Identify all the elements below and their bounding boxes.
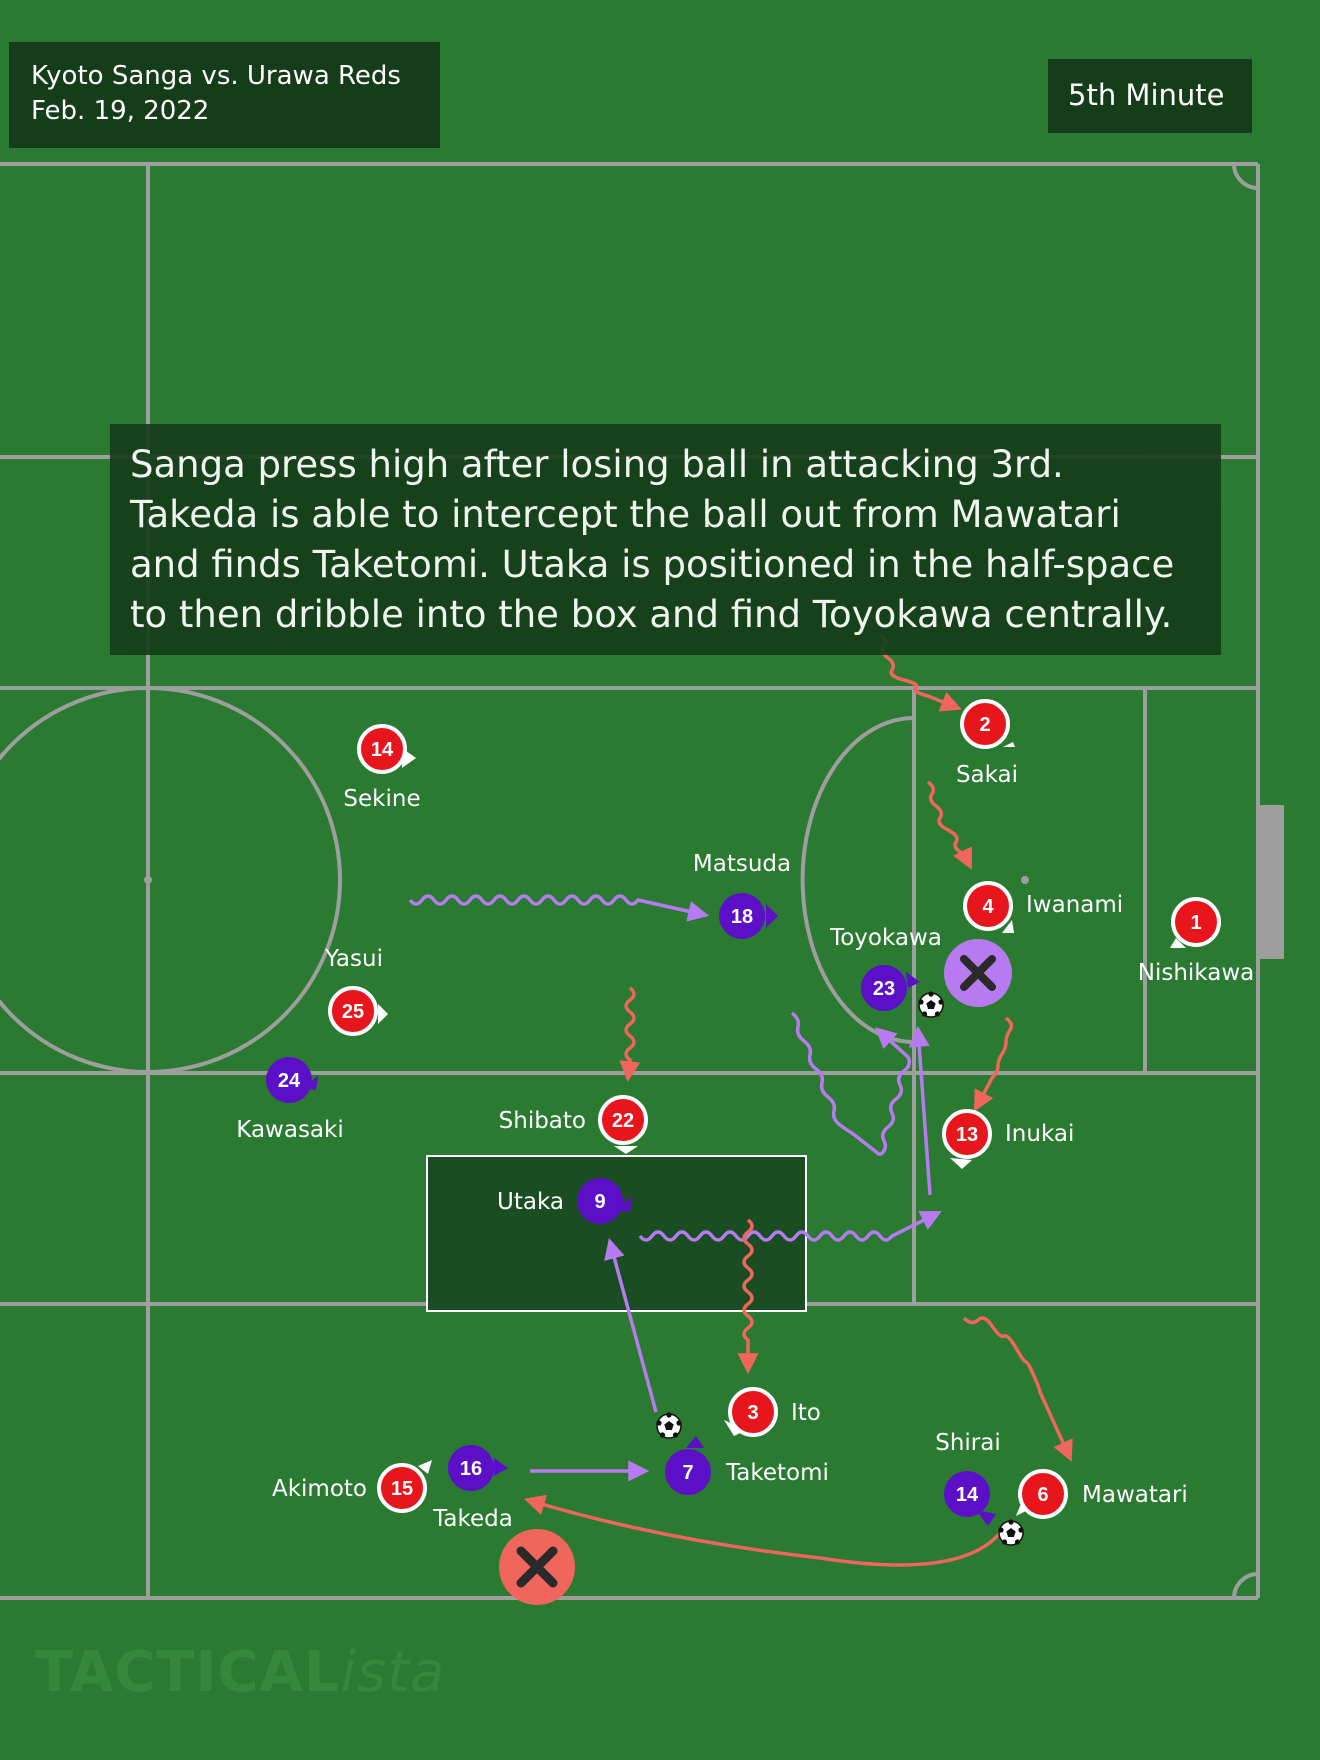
caption-line: Takeda is able to intercept the ball out… [130,493,1121,536]
purple-dribble-utaka [638,1211,942,1242]
red-press-iwanami [926,780,972,870]
purple-player-7: 7 Taketomi [665,1436,829,1495]
red-player-2: 2 Sakai [956,699,1018,788]
svg-text:Iwanami: Iwanami [1026,892,1123,918]
svg-text:Shibato: Shibato [499,1108,586,1134]
red-player-22: 22 Shibato [499,1095,648,1154]
purple-player-18: 18 Matsuda [693,851,791,939]
svg-text:6: 6 [1037,1484,1048,1506]
svg-text:18: 18 [731,906,753,928]
svg-text:Akimoto: Akimoto [272,1476,367,1502]
svg-text:3: 3 [747,1402,758,1424]
minute-label: 5th Minute [1068,78,1225,112]
caption-line: and finds Taketomi. Utaka is positioned … [130,543,1175,586]
match-date: Feb. 19, 2022 [31,96,210,126]
purple-player-14: 14 Shirai [935,1430,1001,1526]
svg-text:Yasui: Yasui [324,946,383,972]
red-player-15: 15 Akimoto [272,1460,432,1513]
minute-box: 5th Minute [1048,59,1252,133]
watermark-logo: TACTICALista [35,1640,446,1705]
red-press-mawatari [962,1316,1073,1462]
purple-player-16: 16 Takeda [432,1445,513,1532]
purple-player-24: 24 Kawasaki [236,1057,344,1143]
svg-text:Nishikawa: Nishikawa [1138,960,1254,986]
red-pass-mawatari-takeda [523,1494,1002,1567]
red-player-13: 13 Inukai [942,1109,1074,1169]
svg-text:4: 4 [982,896,994,918]
svg-text:Sekine: Sekine [343,786,420,812]
purple-player-23: 23 Toyokawa [829,925,942,1011]
svg-text:14: 14 [956,1484,979,1506]
svg-text:15: 15 [391,1478,413,1500]
svg-text:Shirai: Shirai [935,1430,1001,1456]
svg-text:Ito: Ito [791,1400,821,1426]
goal [1258,805,1284,959]
svg-text:13: 13 [956,1124,978,1146]
svg-text:2: 2 [979,714,990,736]
svg-text:7: 7 [682,1462,693,1484]
svg-text:16: 16 [460,1458,482,1480]
interception-icon-red [499,1529,575,1605]
svg-text:Sakai: Sakai [956,762,1018,788]
purple-player-9: 9 Utaka [497,1178,632,1224]
caption-line: to then dribble into the box and find To… [130,593,1173,636]
purple-pass-utaka [604,1237,658,1413]
svg-text:1: 1 [1190,912,1201,934]
red-press-shibato [619,986,641,1083]
red-player-3: 3 Ito [724,1387,821,1437]
purple-run-1 [790,1011,882,1157]
match-title: Kyoto Sanga vs. Urawa Reds [31,61,401,91]
svg-text:23: 23 [873,978,895,1000]
match-info-box: Kyoto Sanga vs. Urawa Reds Feb. 19, 2022 [9,42,440,148]
svg-text:Kawasaki: Kawasaki [236,1117,343,1143]
svg-text:Matsuda: Matsuda [693,851,791,877]
svg-text:Utaka: Utaka [497,1189,564,1215]
red-press-inukai [974,1016,1014,1112]
ball-icon [917,990,945,1018]
ball-icon [997,1518,1025,1546]
caption-box: Sanga press high after losing ball in at… [110,424,1221,655]
red-player-6: 6 Mawatari [1016,1469,1188,1519]
pitch-lines [0,162,1260,1600]
interception-icon-purple [944,939,1012,1007]
svg-text:14: 14 [371,739,394,761]
svg-text:Taketomi: Taketomi [725,1460,829,1486]
purple-run-2 [874,1027,912,1157]
red-press-ito [737,1218,759,1375]
purple-run-3 [908,1025,932,1196]
red-player-1: 1 Nishikawa [1138,897,1254,986]
ball-icon [655,1411,683,1439]
svg-text:Takeda: Takeda [432,1506,513,1532]
svg-text:Inukai: Inukai [1005,1121,1074,1147]
highlight-zone [426,1155,807,1312]
red-player-4: 4 Iwanami [963,881,1123,933]
red-player-25: 25 Yasui [324,946,388,1036]
svg-text:25: 25 [342,1001,364,1023]
purple-dribble-matsuda [408,894,710,922]
svg-text:Toyokawa: Toyokawa [829,925,942,951]
svg-text:22: 22 [612,1110,634,1132]
svg-text:Mawatari: Mawatari [1082,1482,1188,1508]
red-player-14: 14 Sekine [343,724,421,812]
svg-text:9: 9 [594,1191,605,1213]
svg-text:24: 24 [278,1070,301,1092]
caption-line: Sanga press high after losing ball in at… [130,443,1064,486]
